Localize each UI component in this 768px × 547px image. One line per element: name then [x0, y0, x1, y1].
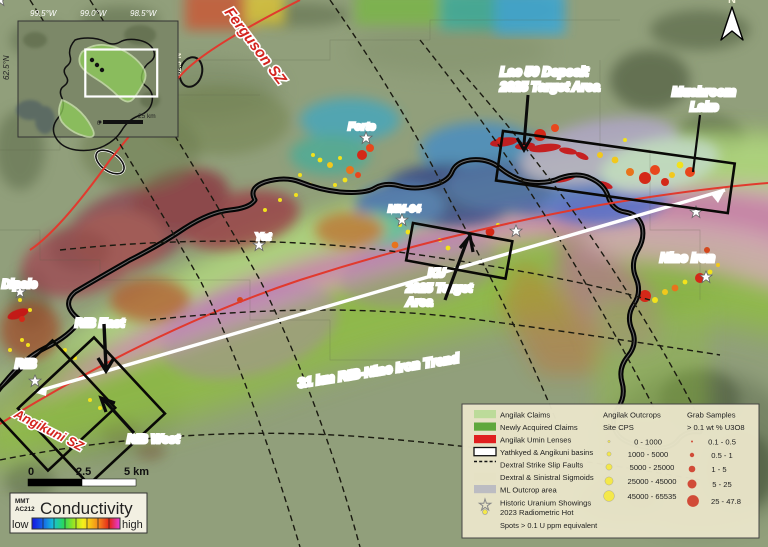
svg-text:MM-64: MM-64 [388, 203, 421, 215]
svg-text:Angilak Outcrops: Angilak Outcrops [603, 411, 661, 420]
svg-text:25000 - 45000: 25000 - 45000 [628, 477, 677, 486]
svg-text:MMT: MMT [15, 498, 29, 505]
svg-text:99.0°W: 99.0°W [80, 9, 108, 18]
svg-text:Conductivity: Conductivity [40, 499, 133, 518]
svg-text:RIB: RIB [15, 357, 37, 371]
svg-text:Historic Uranium Showings: Historic Uranium Showings [500, 499, 591, 508]
svg-text:2025 Target: 2025 Target [405, 281, 473, 295]
svg-text:Dipole: Dipole [2, 279, 38, 291]
svg-text:98.5°W: 98.5°W [130, 9, 158, 18]
svg-text:5 - 25: 5 - 25 [712, 480, 731, 489]
svg-text:RIB West: RIB West [127, 432, 180, 446]
svg-text:0.5 - 1: 0.5 - 1 [711, 451, 733, 460]
svg-text:ML Outcrop area: ML Outcrop area [500, 486, 557, 495]
svg-text:Nino Iron: Nino Iron [660, 251, 715, 265]
svg-text:0 - 1000: 0 - 1000 [634, 438, 662, 447]
svg-text:Mushroom: Mushroom [672, 85, 736, 99]
svg-text:Site CPS: Site CPS [603, 423, 634, 432]
svg-text:Forte: Forte [348, 121, 376, 133]
svg-text:45000 - 65535: 45000 - 65535 [628, 492, 677, 501]
svg-text:Dextral & Sinistral Sigmoids: Dextral & Sinistral Sigmoids [500, 473, 594, 482]
svg-text:5 km: 5 km [124, 466, 149, 478]
svg-text:Angilak Umin Lenses: Angilak Umin Lenses [500, 436, 572, 445]
svg-text:low: low [12, 519, 29, 531]
svg-text:1 - 5: 1 - 5 [711, 465, 726, 474]
svg-text:25 - 47.8: 25 - 47.8 [711, 497, 741, 506]
svg-text:62.5°N: 62.5°N [2, 55, 11, 80]
svg-text:Angilak Claims: Angilak Claims [500, 411, 550, 420]
svg-text:Newly Acquired Claims: Newly Acquired Claims [500, 423, 578, 432]
svg-text:25 km: 25 km [138, 113, 156, 120]
svg-text:RIB East: RIB East [75, 316, 125, 330]
svg-text:Lake: Lake [690, 100, 719, 114]
svg-text:2023 Radiometric Hot: 2023 Radiometric Hot [500, 508, 574, 517]
svg-text:Spots > 0.1 U ppm equivalent: Spots > 0.1 U ppm equivalent [500, 521, 597, 530]
svg-text:high: high [122, 519, 143, 531]
svg-text:Lac 50 Deposit: Lac 50 Deposit [500, 65, 589, 79]
svg-text:Yathkyed & Angikuni basins: Yathkyed & Angikuni basins [500, 448, 593, 457]
svg-text:N: N [728, 0, 736, 6]
svg-text:2025 Target Area: 2025 Target Area [499, 80, 600, 94]
svg-text:> 0.1 wt % U3O8: > 0.1 wt % U3O8 [687, 423, 745, 432]
svg-text:Area: Area [405, 295, 433, 309]
svg-text:99.5°W: 99.5°W [30, 9, 58, 18]
svg-text:1000 - 5000: 1000 - 5000 [628, 450, 669, 459]
svg-text:Grab Samples: Grab Samples [687, 411, 736, 420]
svg-text:0: 0 [28, 466, 34, 478]
svg-text:5000 - 25000: 5000 - 25000 [630, 463, 675, 472]
svg-text:0.1 - 0.5: 0.1 - 0.5 [708, 438, 736, 447]
svg-text:Dextral Strike Slip Faults: Dextral Strike Slip Faults [500, 461, 583, 470]
svg-text:Yat: Yat [255, 231, 271, 243]
svg-text:2.5: 2.5 [76, 466, 91, 478]
svg-text:KU: KU [428, 266, 446, 280]
svg-text:AC212: AC212 [15, 506, 35, 513]
